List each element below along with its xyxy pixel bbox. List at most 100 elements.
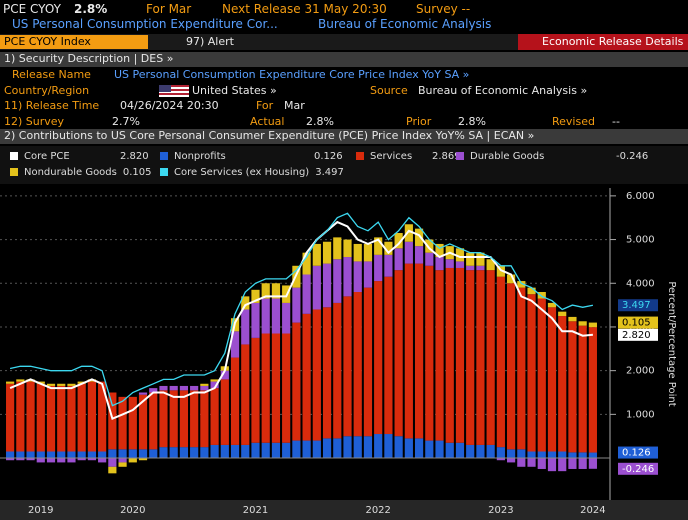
bar-segment <box>527 287 536 295</box>
legend-label: Durable Goods <box>470 151 544 162</box>
bar-segment <box>333 302 342 439</box>
bar-segment <box>138 392 148 395</box>
ticker: PCE CYOY <box>3 2 61 16</box>
bar-segment <box>333 259 342 303</box>
x-tick-label: 2024 <box>580 505 605 516</box>
bar-segment <box>568 458 577 469</box>
bar-segment <box>363 436 373 459</box>
bar-segment <box>384 254 393 277</box>
bar-segment <box>200 383 209 386</box>
bar-segment <box>128 449 137 459</box>
bar-segment <box>57 385 66 452</box>
bar-segment <box>353 436 362 459</box>
bar-segment <box>138 394 148 450</box>
bar-segment <box>271 442 281 459</box>
bar-segment <box>312 243 321 266</box>
bar-segment <box>241 309 250 345</box>
legend-value: -0.246 <box>616 151 648 162</box>
bar-segment <box>251 302 260 338</box>
bar-segment <box>374 434 383 459</box>
bar-segment <box>46 383 56 386</box>
bar-segment <box>466 270 475 445</box>
x-tick-label: 2023 <box>488 505 513 516</box>
bar-segment <box>149 449 158 459</box>
bar-segment <box>6 381 15 384</box>
bar-segment <box>241 444 250 459</box>
bar-segment <box>159 385 168 391</box>
legend-swatch <box>160 152 168 160</box>
field-value: 2.7% <box>112 115 140 128</box>
bar-segment <box>16 381 25 452</box>
bar-segment <box>414 246 424 264</box>
bar-segment <box>77 383 86 452</box>
bar-segment <box>16 458 25 461</box>
bar-segment <box>6 458 15 461</box>
y-tick-label: 1.000 <box>626 409 655 420</box>
bar-segment <box>425 239 434 253</box>
bar-segment <box>77 458 86 461</box>
field-label: Revised <box>552 115 595 128</box>
alert-button[interactable]: 97) Alert <box>186 35 234 48</box>
bar-segment <box>384 276 393 435</box>
bar-segment <box>251 289 260 303</box>
bar-segment <box>537 458 546 469</box>
section-title: 1) Security Description | DES » <box>4 52 174 65</box>
bar-segment <box>36 381 45 384</box>
bar-segment <box>343 296 352 437</box>
bar-segment <box>486 444 495 459</box>
bar-segment <box>394 233 403 249</box>
bar-segment <box>271 333 281 443</box>
bar-segment <box>108 458 117 467</box>
bar-segment <box>230 444 240 459</box>
bar-segment <box>517 449 526 459</box>
bar-segment <box>302 440 311 459</box>
bar-segment <box>128 458 137 463</box>
bar-segment <box>517 458 526 467</box>
bar-segment <box>67 458 76 463</box>
field-value[interactable]: US Personal Consumption Expenditure Core… <box>114 68 470 81</box>
bar-segment <box>77 451 86 459</box>
bar-segment <box>517 287 526 450</box>
bar-segment <box>435 243 444 258</box>
bar-segment <box>302 313 311 441</box>
bar-segment <box>271 283 281 299</box>
next-release: Next Release 31 May 20:30 <box>222 2 387 16</box>
bar-segment <box>322 263 332 308</box>
bar-segment <box>87 451 96 459</box>
bar-segment <box>537 451 546 459</box>
bar-segment <box>404 263 413 439</box>
bar-segment <box>435 440 444 459</box>
bar-segment <box>384 241 393 255</box>
bar-segment <box>374 254 383 282</box>
bar-segment <box>282 302 291 334</box>
bar-segment <box>169 447 178 459</box>
field-value[interactable]: Bureau of Economic Analysis » <box>418 84 588 97</box>
bar-segment <box>394 436 403 459</box>
value-flag <box>618 316 658 329</box>
bar-segment <box>261 283 270 299</box>
bar-segment <box>527 294 536 452</box>
bar-segment <box>547 302 557 308</box>
bar-segment <box>149 392 158 450</box>
bar-segment <box>46 458 56 463</box>
details-button[interactable]: Economic Release Details <box>518 34 688 50</box>
last-value: 2.8% <box>74 2 108 16</box>
bar-segment <box>26 451 35 459</box>
security-box[interactable]: PCE CYOY Index <box>0 35 148 49</box>
bar-segment <box>476 252 485 266</box>
bar-segment <box>507 458 516 463</box>
legend-label: Core PCE <box>24 151 70 162</box>
bar-segment <box>98 381 107 452</box>
value-flag <box>618 328 658 341</box>
bar-segment <box>67 451 76 459</box>
bar-segment <box>77 381 86 384</box>
bar-segment <box>343 436 352 459</box>
bar-segment <box>466 444 475 459</box>
value-flag-label: 0.126 <box>622 448 651 459</box>
chart-title: 2) Contributions to US Core Personal Con… <box>4 129 535 142</box>
y-tick-label: 6.000 <box>626 191 655 202</box>
bar-segment <box>435 270 444 441</box>
bar-segment <box>220 444 229 459</box>
field-value[interactable]: United States » <box>192 84 277 97</box>
bar-segment <box>394 248 403 271</box>
